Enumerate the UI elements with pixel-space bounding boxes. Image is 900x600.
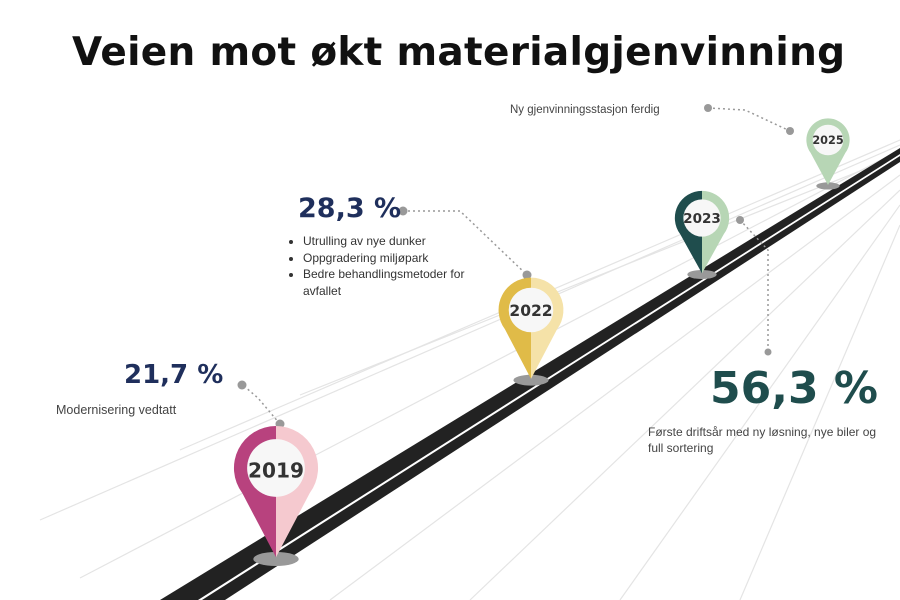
pin-year-label: 2023 xyxy=(683,211,721,227)
pin-face xyxy=(812,124,844,156)
percent-2022: 28,3 % xyxy=(298,193,402,224)
page-title: Veien mot økt materialgjenvinning xyxy=(72,30,846,75)
description-2019: Modernisering vedtatt xyxy=(56,403,177,417)
connector-2025 xyxy=(707,107,791,132)
pin-2023: 2023 xyxy=(674,190,730,280)
description-2025: Ny gjenvinningsstasjon ferdig xyxy=(510,104,660,116)
pin-2025: 2025 xyxy=(806,118,850,190)
description-2023: Første driftsår med ny løsning, nye bile… xyxy=(648,425,877,455)
percent-2023: 56,3 % xyxy=(710,363,878,414)
pin-shadow xyxy=(513,374,549,386)
pin-shadow xyxy=(253,552,299,566)
connector-2019 xyxy=(243,385,281,425)
pin-2019: 2019 xyxy=(233,425,319,566)
pin-shadow xyxy=(687,269,717,280)
road-center-line xyxy=(198,154,900,600)
bullet-item: Utrulling av nye dunker xyxy=(303,233,503,250)
pin-face xyxy=(683,199,721,237)
connector-2023 xyxy=(739,219,769,352)
pin-year-label: 2019 xyxy=(248,459,304,483)
pin-year-label: 2022 xyxy=(509,302,552,320)
pin-shadow xyxy=(816,182,840,190)
pin-2022: 2022 xyxy=(498,277,564,386)
bullet-list-2022: Utrulling av nye dunker Oppgradering mil… xyxy=(287,233,503,299)
connectors xyxy=(243,107,791,425)
pin-face xyxy=(508,287,554,333)
bullet-item: Oppgradering miljøpark xyxy=(303,250,503,267)
bullet-item: Bedre behandlingsmetoder for avfallet xyxy=(303,266,503,299)
connector-2022 xyxy=(403,210,528,276)
pin-year-label: 2025 xyxy=(812,134,843,147)
pin-face xyxy=(247,439,305,497)
percent-2019: 21,7 % xyxy=(124,360,224,390)
